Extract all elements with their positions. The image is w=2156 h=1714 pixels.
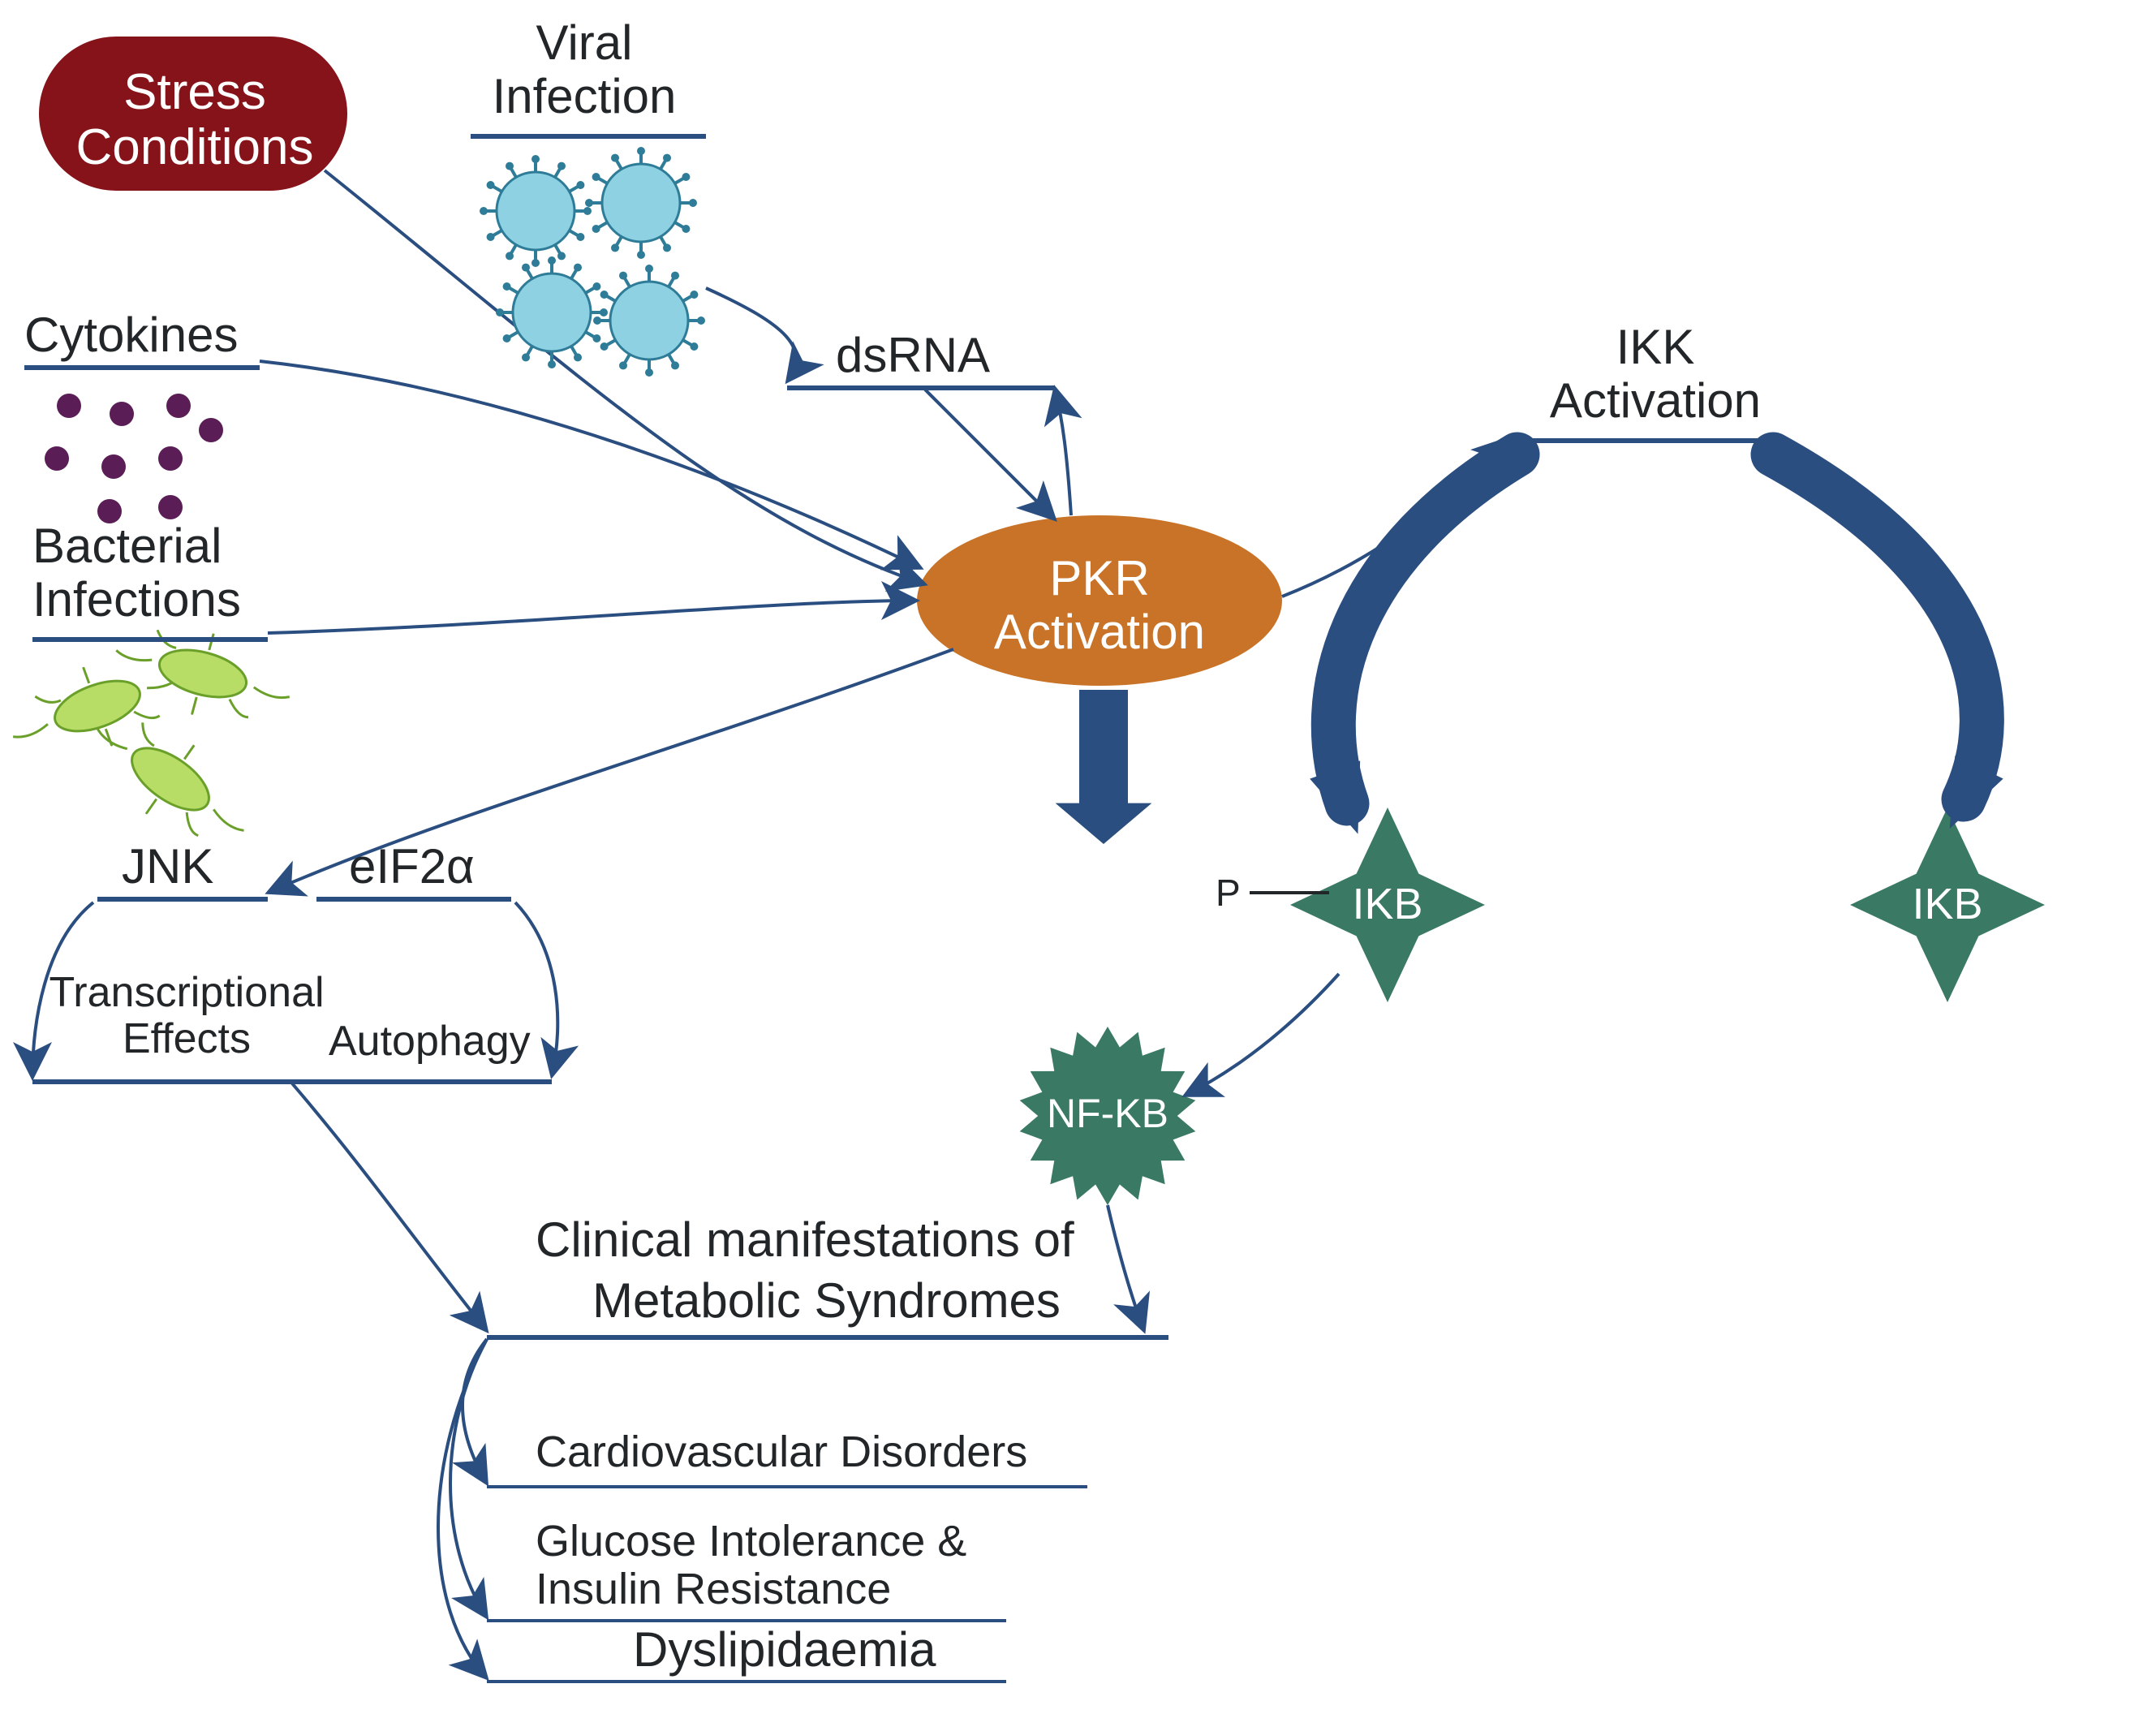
label-autophagy: Autophagy [329,1018,531,1065]
virus-icon [585,147,697,259]
cytokine-dot-icon [57,394,81,418]
label-jnk: JNK [122,840,213,894]
underline-viral [471,134,706,139]
cytokine-dot-icon [199,418,223,442]
label-trans_eff: Transcriptional Effects [49,970,325,1062]
virus-icon [480,155,592,267]
thick-arrow-pkr-down [1056,690,1152,844]
label-p_label: P [1216,872,1241,914]
underline-bacterial [32,637,268,642]
underline-dsrna [787,385,1055,390]
ikk-arc-right [1773,454,1982,799]
label-pkr: PKR Activation [978,552,1221,659]
label-dsrna: dsRNA [836,329,990,382]
arrow-pikb_to_nfkb [1185,974,1339,1096]
cytokine-dot-icon [45,446,69,471]
label-cardio: Cardiovascular Disorders [536,1428,1027,1476]
arrow-nfkb_to_met [1108,1205,1144,1331]
ikk-arc-left [1333,454,1517,803]
virus-icon [593,265,705,377]
label-stress: Stress Conditions [69,65,321,175]
cytokine-dot-icon [158,446,183,471]
arrow-viral_to_dsrna [706,288,796,381]
arrow-bact_to_pkr [268,601,917,633]
label-bacterial: Bacterial Infections [32,519,241,627]
label-ikb2: IKB [1899,881,1996,928]
underline-effects [32,1079,552,1084]
cytokine-dot-icon [158,495,183,519]
arrow-met_to_dys [438,1339,487,1678]
label-met_syn: Metabolic Syndromes [592,1274,1061,1328]
label-ikb1: IKB [1339,881,1436,928]
diagram-svg [0,0,2156,1714]
underline-jnk [97,897,268,902]
underline-dyslip [487,1680,1006,1683]
underline-met [487,1335,1168,1340]
underline-cardio [487,1485,1087,1488]
diagram-stage: Stress Conditions Viral Infection Cytokine… [0,0,2156,1714]
arrow-eff_to_met [292,1083,487,1331]
label-cytokines: Cytokines [24,308,238,362]
label-ikk: IKK Activation [1526,321,1785,428]
cytokine-dot-icon [101,454,126,479]
cytokine-dot-icon [166,394,191,418]
underline-eif2a [316,897,511,902]
label-nfkb: NF-KB [1035,1092,1181,1136]
underline-ikk [1509,438,1785,443]
bacteria-icon [105,610,300,737]
arrow-dsrna_to_pkr [925,390,1055,519]
label-dyslip: Dyslipidaemia [633,1623,936,1677]
label-clin_title: Clinical manifestations of [536,1213,1074,1267]
cytokine-dot-icon [110,402,134,426]
virus-icon [496,256,608,368]
arrow-cyto_to_pkr [260,361,921,568]
arrow-pkr_to_dsrna [1055,388,1071,515]
label-viral: Viral Infection [471,16,698,123]
underline-cytokines [24,365,260,370]
label-eif2a: eIF2α [349,840,475,894]
label-glucose: Glucose Intolerance & Insulin Resistance [536,1518,966,1614]
